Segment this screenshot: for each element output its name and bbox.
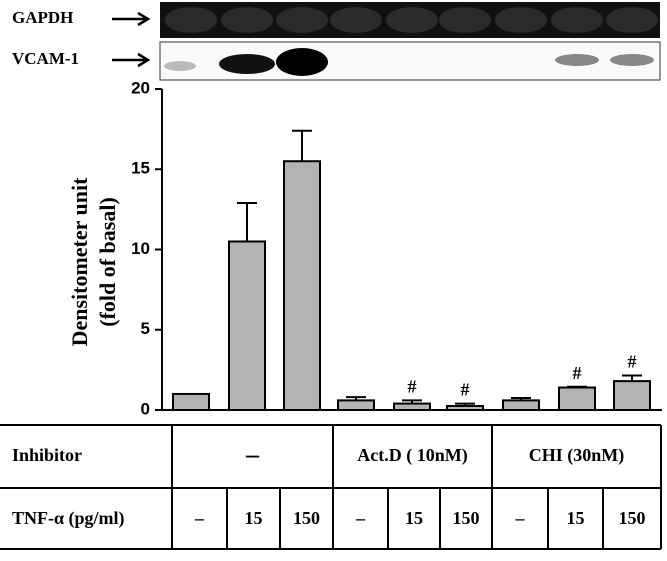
bar xyxy=(172,392,210,412)
error-bar xyxy=(455,402,475,406)
y-tick-label: 0 xyxy=(141,399,150,418)
blot-label: VCAM-1 xyxy=(12,49,79,68)
table-cell: 15 xyxy=(567,508,585,528)
y-tick-label: 10 xyxy=(131,239,150,258)
significance-mark: # xyxy=(573,363,582,383)
error-bar xyxy=(511,396,531,401)
vcam-bands xyxy=(164,48,654,76)
y-tick-label: 15 xyxy=(131,159,150,178)
table-frame xyxy=(0,424,662,550)
error-bar xyxy=(292,129,312,162)
table-cell: Inhibitor xyxy=(12,445,82,465)
table-cell: – xyxy=(515,508,526,528)
table-cell: 15 xyxy=(405,508,423,528)
table-cell: 15 xyxy=(245,508,263,528)
table-cell: – xyxy=(194,508,205,528)
error-bar xyxy=(346,396,366,401)
significance-mark: # xyxy=(628,352,637,372)
table-cell: 150 xyxy=(619,508,646,528)
bar xyxy=(337,399,375,411)
y-tick-label: 5 xyxy=(141,319,150,338)
table-cell: TNF-α (pg/ml) xyxy=(12,508,125,529)
error-bar xyxy=(567,385,587,388)
bar xyxy=(393,402,431,411)
bar xyxy=(228,240,266,411)
bar xyxy=(446,404,484,411)
table-cell: – xyxy=(355,508,366,528)
significance-mark: # xyxy=(461,380,470,400)
error-bar xyxy=(237,201,257,242)
arrow xyxy=(112,52,151,68)
table-cell: 150 xyxy=(293,508,320,528)
bar xyxy=(283,160,321,411)
y-axis-label: Densitometer unit xyxy=(67,177,92,347)
gapdh-bands xyxy=(165,7,658,33)
bar xyxy=(558,386,596,411)
table-cell: Act.D ( 10nM) xyxy=(357,445,467,466)
blot-label: GAPDH xyxy=(12,8,73,27)
table-cell: CHI (30nM) xyxy=(529,445,625,466)
error-bar xyxy=(622,374,642,382)
table-cell: 150 xyxy=(453,508,480,528)
bar xyxy=(613,380,651,411)
y-axis-label: (fold of basal) xyxy=(95,197,120,327)
significance-mark: # xyxy=(408,376,417,396)
error-bar xyxy=(402,399,422,404)
bar xyxy=(502,399,540,411)
arrow xyxy=(112,11,151,27)
table-cell: – xyxy=(245,440,260,469)
y-tick-label: 20 xyxy=(131,78,150,97)
